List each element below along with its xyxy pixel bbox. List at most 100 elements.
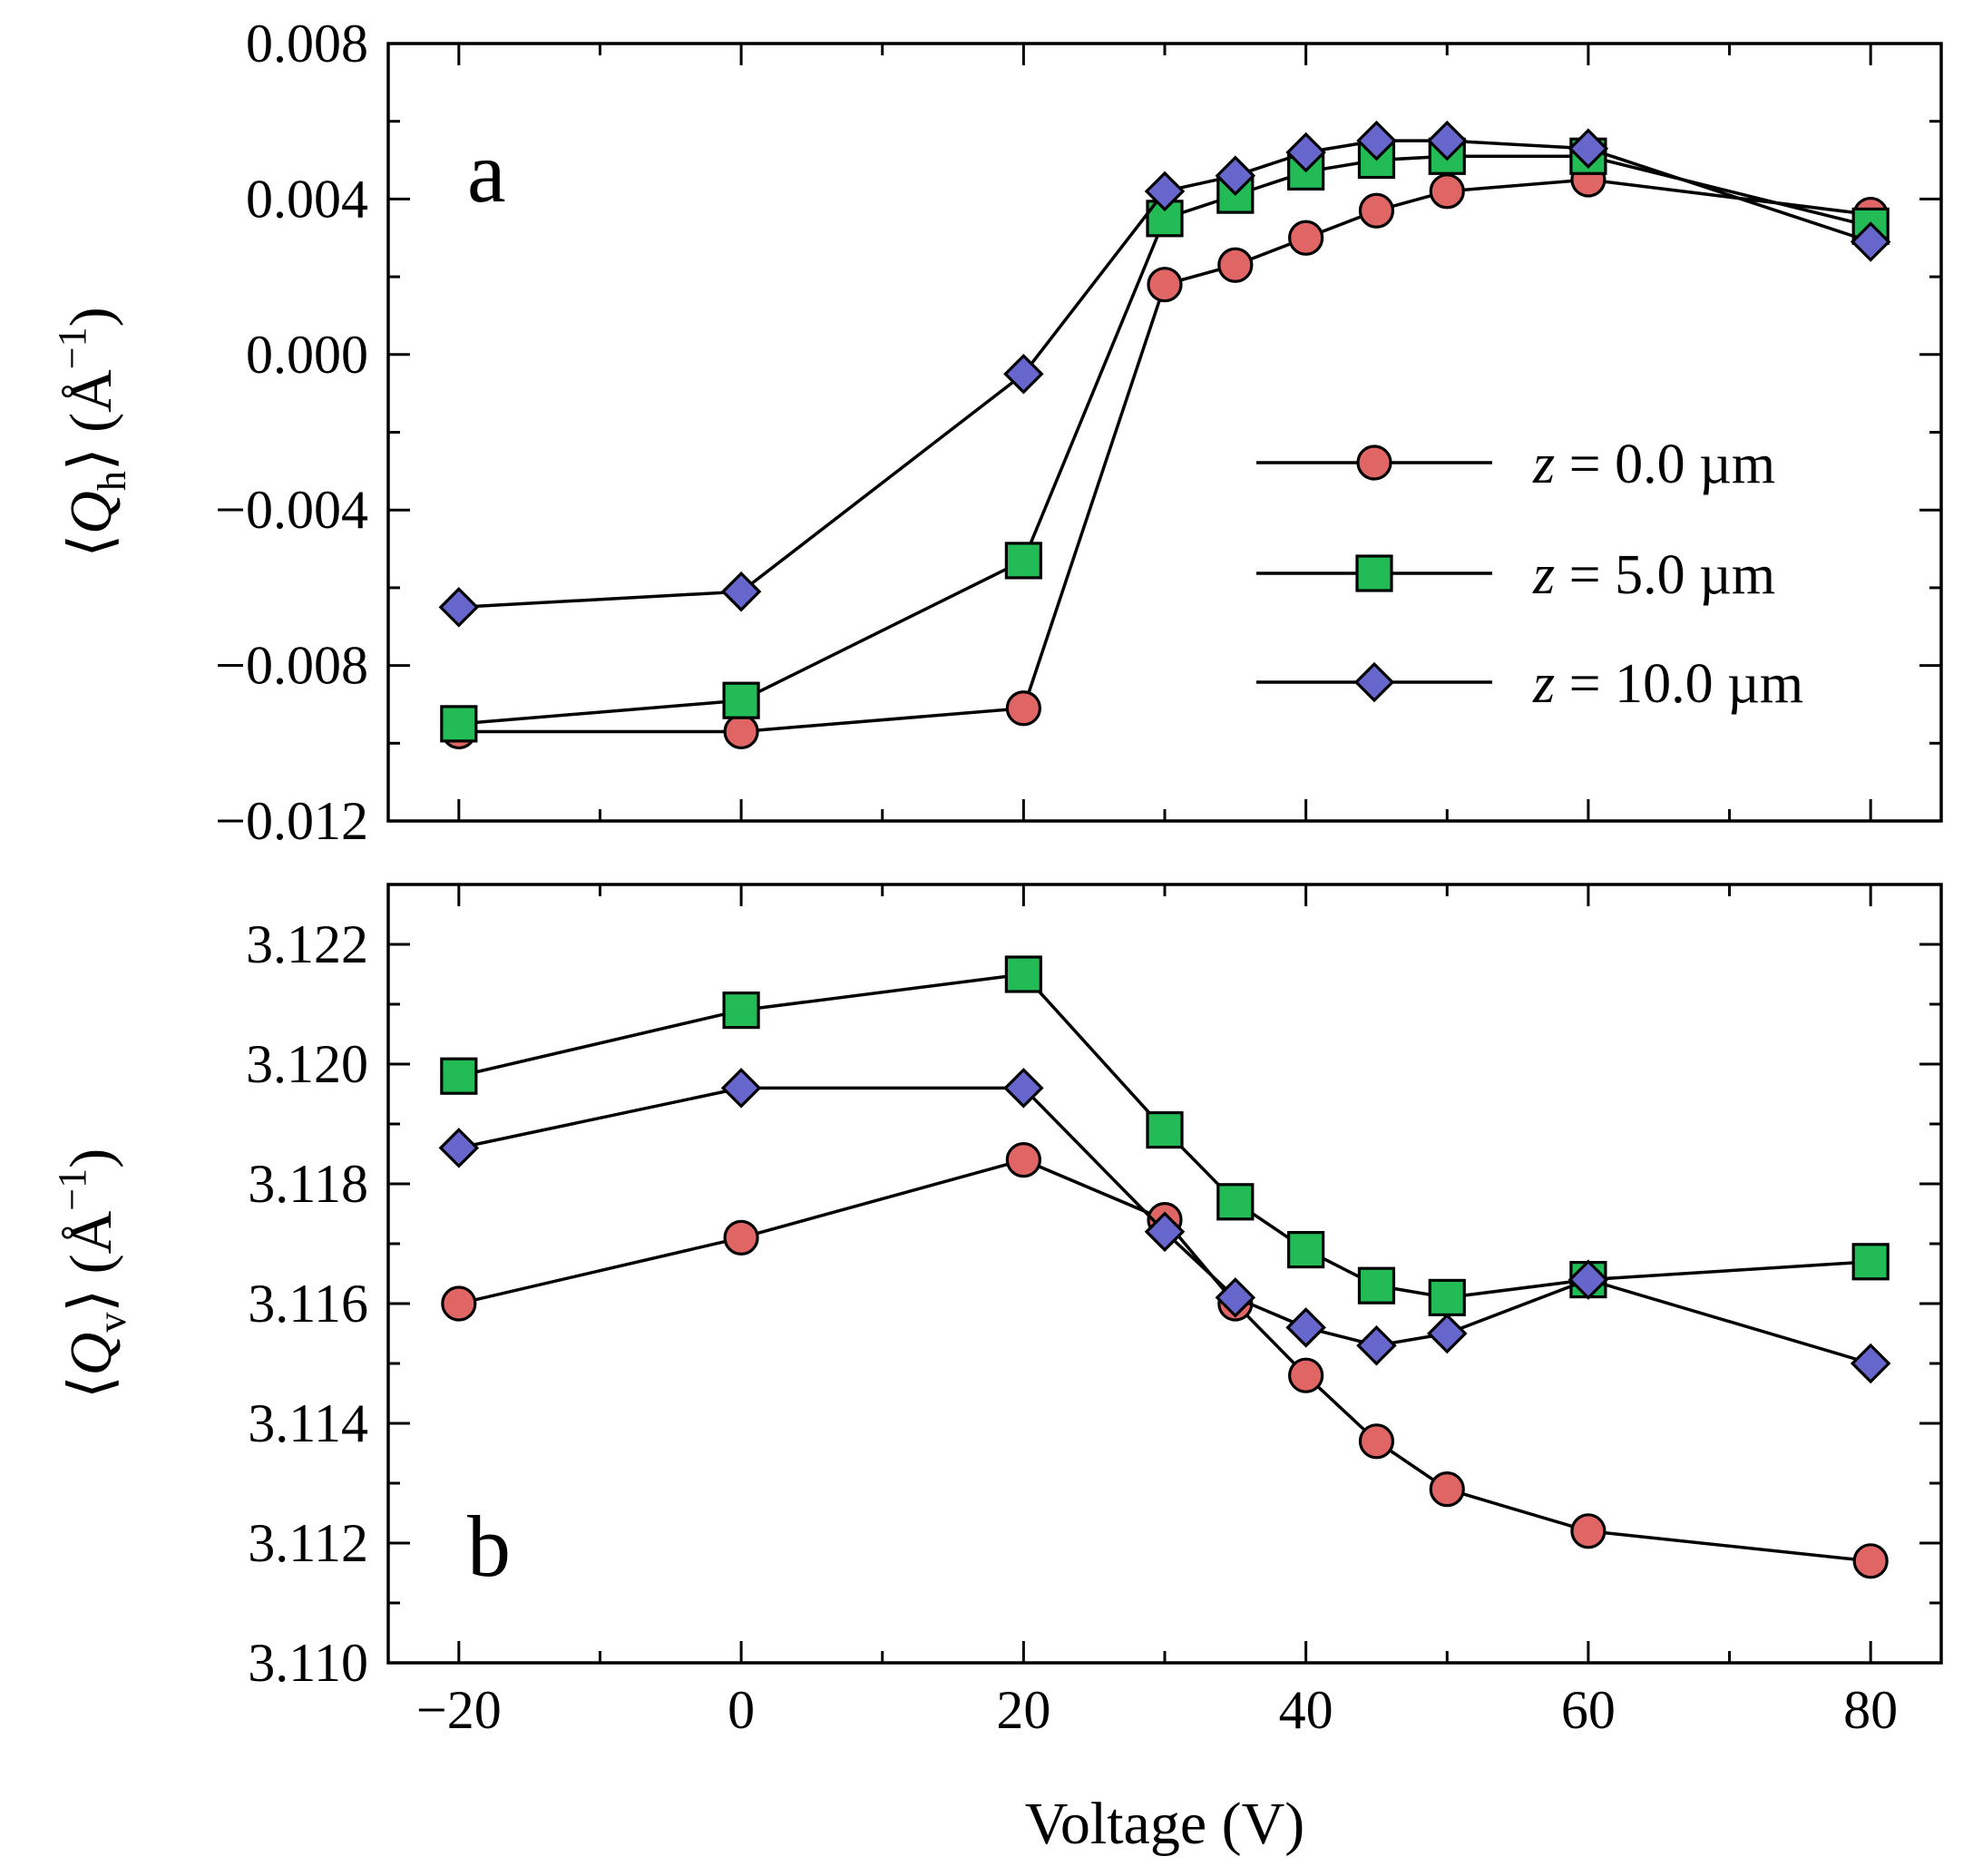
data-point <box>438 587 480 628</box>
y-axis-title-open: ⟨ <box>58 534 124 558</box>
legend-label-var: z <box>1532 434 1555 495</box>
legend-marker <box>1356 445 1392 481</box>
data-point <box>723 1219 759 1256</box>
data-point <box>720 571 762 612</box>
y-axis-title-unit: ⟩ (Å <box>58 1210 124 1312</box>
data-point <box>1358 1423 1395 1460</box>
data-point <box>720 1068 762 1109</box>
x-tick-label: 20 <box>996 1680 1050 1740</box>
y-tick-label: 0.008 <box>246 14 368 73</box>
data-point <box>1005 1141 1041 1178</box>
y-axis-title-subscript: h <box>90 471 134 491</box>
x-tick-label: 40 <box>1279 1680 1333 1740</box>
y-tick-label: 0.000 <box>246 325 368 385</box>
y-tick-label: 3.120 <box>246 1034 368 1094</box>
data-point <box>1428 1278 1466 1317</box>
x-tick-label: −20 <box>416 1680 502 1740</box>
data-point <box>1217 247 1254 283</box>
y-tick-label: −0.008 <box>215 636 368 696</box>
data-point <box>1004 542 1042 580</box>
data-point <box>1216 1183 1255 1221</box>
legend-label: z = 0.0 µm <box>1532 434 1775 495</box>
y-axis-title-power: −1 <box>50 1168 94 1211</box>
panel-label: b <box>467 1498 511 1595</box>
data-point <box>438 1128 480 1168</box>
data-point <box>1288 1357 1324 1393</box>
legend-label-text: = 5.0 µm <box>1555 544 1775 606</box>
data-point <box>1427 120 1468 161</box>
data-point <box>1288 220 1324 256</box>
y-axis-title-unit: ⟩ (Å <box>58 369 124 471</box>
y-tick-label: 3.112 <box>248 1513 368 1573</box>
data-point <box>722 681 760 719</box>
x-axis-title: Voltage (V) <box>1025 1791 1305 1857</box>
data-point <box>1005 690 1041 727</box>
data-point <box>440 1057 478 1095</box>
series-2 <box>438 1068 1891 1384</box>
series-0 <box>441 1141 1889 1579</box>
data-point <box>1850 221 1891 262</box>
x-tick-label: 60 <box>1561 1680 1616 1740</box>
data-point <box>440 705 478 743</box>
y-axis-title-end: ) <box>58 307 124 327</box>
x-tick-label: 80 <box>1843 1680 1898 1740</box>
series-line <box>458 139 1871 610</box>
legend-label: z = 5.0 µm <box>1532 544 1775 606</box>
series-line <box>458 178 1871 734</box>
series-line <box>458 972 1871 1300</box>
data-point <box>1215 1277 1256 1318</box>
legend-label: z = 10.0 µm <box>1532 653 1803 715</box>
data-point <box>1146 1110 1184 1149</box>
data-point <box>1567 1259 1609 1300</box>
data-point <box>1429 173 1465 210</box>
data-point <box>1427 1313 1468 1354</box>
y-axis-title-symbol: Q <box>58 1333 124 1376</box>
legend-label-text: = 10.0 µm <box>1555 653 1803 715</box>
x-tick-label: 0 <box>728 1680 755 1740</box>
data-point <box>722 991 760 1030</box>
data-point <box>1356 120 1397 161</box>
data-point <box>1285 1307 1326 1348</box>
data-point <box>1850 1343 1891 1384</box>
series-line <box>458 154 1871 726</box>
y-axis-title-subscript: v <box>90 1313 134 1333</box>
data-point <box>1215 155 1256 196</box>
panel-a: −0.012 −0.008 −0.004 0.000 0.004 0.008 ⟨Qh⟩ (Å… <box>50 14 1943 851</box>
data-point <box>723 713 759 750</box>
legend-label-var: z <box>1532 653 1555 715</box>
data-point <box>1004 955 1042 993</box>
data-point <box>1570 1513 1607 1549</box>
legend-label-var: z <box>1532 544 1555 606</box>
y-axis-title: ⟨Qv⟩ (Å−1) <box>50 1148 134 1399</box>
y-tick-label: 3.122 <box>246 914 368 974</box>
y-axis-title-end: ) <box>58 1148 124 1168</box>
y-tick-label: −0.004 <box>215 480 368 540</box>
y-axis-title-symbol: Q <box>58 491 124 534</box>
data-point <box>1852 1543 1889 1579</box>
plot-frame <box>386 883 1943 1665</box>
series-2 <box>438 120 1891 628</box>
data-point <box>1358 192 1395 229</box>
data-point <box>1567 128 1609 169</box>
panel-b: 3.110 3.112 3.114 3.116 3.118 3.120 3.122 −20 0 2… <box>50 883 1943 1857</box>
data-point <box>1003 1068 1044 1109</box>
series-line <box>458 1086 1871 1365</box>
data-point <box>1287 1230 1325 1269</box>
data-point <box>1285 132 1326 173</box>
data-point <box>1429 1471 1465 1508</box>
y-tick-label: 3.110 <box>248 1633 368 1693</box>
y-axis-title-power: −1 <box>50 327 94 369</box>
data-point <box>1144 171 1186 212</box>
legend-marker <box>1353 661 1395 703</box>
y-axis-title: ⟨Qh⟩ (Å−1) <box>50 307 134 557</box>
data-point <box>1357 1266 1396 1304</box>
y-tick-label: 3.118 <box>248 1154 368 1214</box>
data-point <box>1144 1211 1186 1253</box>
y-axis-title-open: ⟨ <box>58 1375 124 1399</box>
legend: z = 0.0 µmz = 5.0 µmz = 10.0 µm <box>1256 434 1803 715</box>
data-point <box>1851 1243 1890 1281</box>
y-tick-label: −0.012 <box>215 791 368 851</box>
data-point <box>1147 267 1183 303</box>
y-tick-label: 0.004 <box>246 169 368 229</box>
